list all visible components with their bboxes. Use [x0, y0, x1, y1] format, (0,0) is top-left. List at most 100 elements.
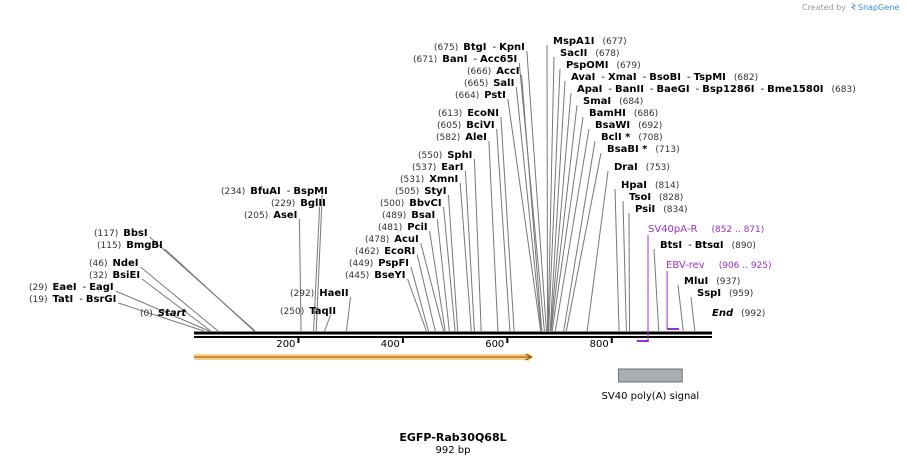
site-position: (708)	[638, 133, 662, 143]
ruler-tick-label: 800	[590, 339, 609, 350]
enzyme-name: BaeGI	[657, 84, 690, 95]
site-xmni: (531) XmnI	[400, 174, 458, 185]
site-position: (834)	[663, 205, 687, 215]
site-line	[118, 302, 205, 332]
enzyme-name: PstI	[484, 90, 506, 101]
enzyme-name: ApaI	[577, 84, 602, 95]
site-position: (582)	[436, 133, 460, 143]
separator: -	[492, 42, 496, 53]
site-position: (666)	[467, 67, 491, 77]
site-bsawi: BsaWI (692)	[595, 120, 662, 131]
enzyme-name: NdeI	[112, 258, 138, 269]
site-label: PsiI (834)	[635, 204, 687, 215]
site-drai: DraI (753)	[614, 162, 670, 173]
site-line	[565, 152, 602, 332]
enzyme-name: HpaI	[621, 180, 647, 191]
enzyme-name: BsoBI	[649, 72, 681, 83]
site-line	[677, 284, 684, 332]
site-bamhi: BamHI (686)	[589, 108, 658, 119]
enzyme-name: BbsI	[123, 228, 147, 239]
site-label: (117) BbsI	[94, 228, 148, 239]
enzyme-name: TsoI	[629, 192, 651, 203]
site-avai: AvaI - XmaI - BsoBI - TspMI (682)	[571, 72, 758, 83]
ruler: 200 400 600 800	[276, 337, 613, 350]
site-ecori: (462) EcoRI	[355, 246, 415, 257]
ruler-tick-label: 200	[276, 339, 295, 350]
site-position: (292)	[290, 289, 314, 299]
enzyme-name: StyI	[424, 186, 446, 197]
site-line	[488, 140, 499, 332]
site-alei: (582) AleI	[436, 132, 487, 143]
primer-ebv-rev: EBV-rev (906 .. 925)	[666, 260, 772, 330]
enzyme-name: BanII	[615, 84, 644, 95]
site-position: (481)	[378, 223, 402, 233]
site-line	[515, 86, 542, 332]
credit-brand: SnapGene	[858, 3, 899, 12]
site-position: (937)	[716, 277, 740, 287]
enzyme-name: BspMI	[293, 186, 327, 197]
site-line	[416, 254, 436, 332]
enzyme-name: BglII	[300, 198, 326, 209]
separator: -	[650, 84, 654, 95]
site-position: (613)	[438, 109, 462, 119]
site-tsoi: TsoI (828)	[629, 192, 683, 203]
enzyme-name: Bsp1286I	[702, 84, 754, 95]
site-bbsi: (117) BbsI	[94, 228, 148, 239]
site-line	[549, 80, 566, 332]
site-label: BsaWI (692)	[595, 120, 662, 131]
site-label: (19) TatI - BsrGI	[29, 294, 116, 305]
site-pspomi: PspOMI (679)	[566, 60, 641, 71]
site-line	[500, 116, 515, 332]
site-line	[551, 116, 584, 332]
site-psti: (664) PstI	[455, 90, 506, 101]
site-position: (678)	[595, 49, 619, 59]
site-mspa1i: MspA1I (677)	[553, 36, 627, 47]
site-line	[521, 74, 543, 332]
site-label: HpaI (814)	[621, 180, 679, 191]
credit-text: Created by	[802, 3, 846, 12]
site-position: (500)	[380, 199, 404, 209]
site-position: (445)	[345, 271, 369, 281]
site-label: (205) AseI	[244, 210, 297, 221]
site-label: (115) BmgBI	[97, 240, 163, 251]
site-position: (234)	[221, 187, 245, 197]
site-label: BamHI (686)	[589, 108, 658, 119]
site-tati: (19) TatI - BsrGI	[29, 294, 116, 305]
site-label: BtsI - BtsαI (890)	[660, 240, 756, 251]
enzyme-name: BfuAI	[250, 186, 281, 197]
site-position: (29)	[29, 283, 47, 293]
enzyme-name: BbvCI	[409, 198, 441, 209]
site-econi: (613) EcoNI	[438, 108, 499, 119]
primers: SV40pA-R (852 .. 871) EBV-rev (906 .. 925)	[636, 224, 772, 342]
backbone	[194, 331, 712, 338]
enzyme-name: BsaWI	[595, 120, 630, 131]
site-line	[548, 68, 561, 332]
enzyme-name: BtsI	[660, 240, 682, 251]
enzyme-name: SacII	[560, 48, 587, 59]
site-line	[298, 218, 302, 332]
site-asei: (205) AseI	[244, 210, 297, 221]
site-position: (489)	[382, 211, 406, 221]
site-line	[546, 44, 549, 332]
site-label: (675) BtgI - KpnI	[434, 42, 525, 53]
separator: -	[696, 84, 700, 95]
start-label: (0) Start	[140, 308, 187, 319]
site-ndei: (46) NdeI	[89, 258, 139, 269]
site-sali: (665) SalI	[464, 78, 514, 89]
site-position: (959)	[729, 289, 753, 299]
enzyme-name: HaeII	[319, 288, 348, 299]
separator: -	[687, 72, 691, 83]
site-line	[315, 194, 323, 332]
site-label: (250) TaqII	[280, 306, 336, 317]
enzyme-name: PciI	[407, 222, 427, 233]
site-acci: (666) AccI	[467, 66, 520, 77]
site-bcli: BclI * (708)	[601, 132, 663, 143]
site-position: (665)	[464, 79, 488, 89]
site-bseyi: (445) BseYI	[345, 270, 406, 281]
site-position: (753)	[646, 163, 670, 173]
site-position: (462)	[355, 247, 379, 257]
site-mlui: MluI (937)	[684, 276, 740, 287]
site-bfuai: (234) BfuAI - BspMI	[221, 186, 328, 197]
site-label: TsoI (828)	[629, 192, 683, 203]
site-line	[473, 158, 482, 332]
